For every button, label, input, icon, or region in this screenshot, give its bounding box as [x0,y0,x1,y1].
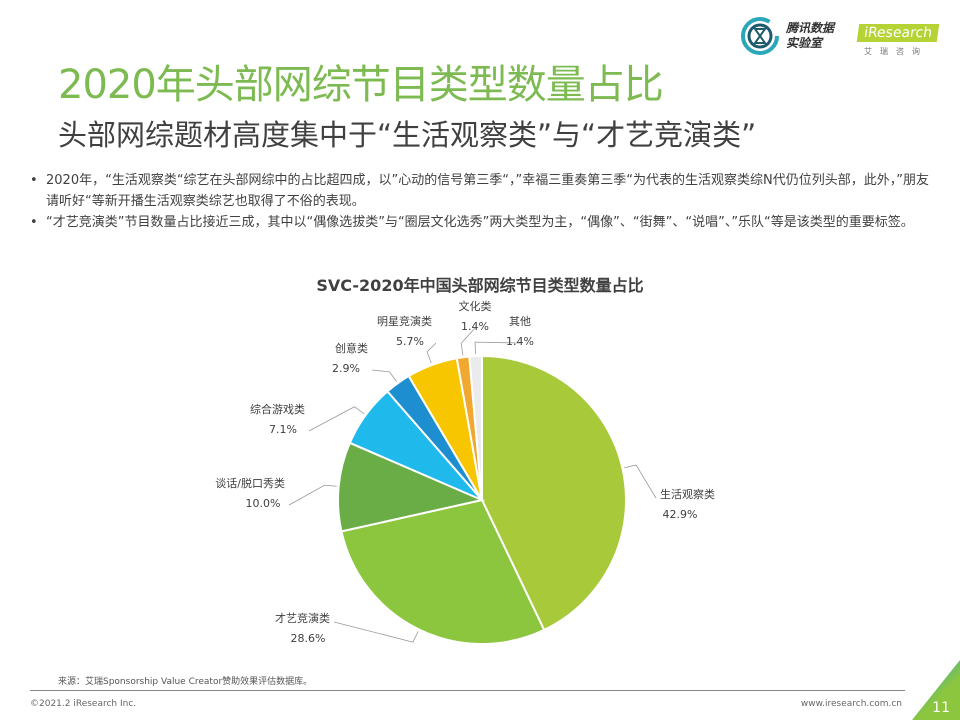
website-url: www.iresearch.com.cn [800,699,902,709]
logo-text-line2: 实验室 [786,36,823,50]
slice-label: 谈话/脱口秀类 [215,476,285,490]
copyright: ©2021.2 iResearch Inc. [30,699,137,709]
slice-label: 明星竞演类 [377,314,432,328]
data-label: 1.4% [461,320,489,333]
leader-line [308,406,365,432]
pie-slice [468,354,483,501]
slice-label: 生活观察类 [660,487,715,501]
bullet-list: 2020年，“生活观察类“综艺在头部网综中的占比超四成，以”心动的信号第三季“，… [30,170,940,233]
tencent-data-lab-logo: 腾讯数据 实验室 [740,16,834,56]
hourglass-logo-icon [741,17,779,55]
page-number: 11 [932,700,950,716]
logo-text-line1: 腾讯数据 [786,21,835,35]
pie-slice [481,354,627,632]
iresearch-cn: 艾瑞咨询 [864,47,928,56]
leader-line [371,369,397,382]
data-label: 28.6% [291,632,326,645]
leader-line [333,621,419,643]
slice-label: 综合游戏类 [250,402,305,416]
iresearch-logo: iResearch 艾瑞咨询 [856,24,940,57]
leader-line [624,464,657,499]
data-label: 10.0% [246,497,281,510]
pie-slice [337,441,486,533]
data-label: 1.4% [506,335,534,348]
page-title: 2020年头部网综节目类型数量占比 [58,62,664,108]
data-label: 7.1% [269,423,297,436]
data-label: 42.9% [663,508,698,521]
data-label: 5.7% [396,335,424,348]
data-label: 2.9% [332,362,360,375]
slice-label: 文化类 [459,299,492,313]
leader-line [426,342,437,364]
bullet-item: “才艺竞演类”节目数量占比接近三成，其中以“偶像选拔类”与“圈层文化选秀”两大类… [30,212,940,233]
leader-line [474,341,521,355]
bullet-item: 2020年，“生活观察类“综艺在头部网综中的占比超四成，以”心动的信号第三季“，… [30,170,940,212]
source-note: 来源：艾瑞Sponsorship Value Creator赞助效果评估数据库。 [58,677,313,687]
leader-line [288,484,337,506]
slice-label: 才艺竞演类 [275,611,330,625]
slice-label: 创意类 [335,341,368,355]
slice-label: 其他 [509,315,531,328]
chart-title: SVC-2020年中国头部网综节目类型数量占比 [316,276,644,295]
leader-line [460,327,476,356]
footer-divider [30,690,905,691]
page-subtitle: 头部网综题材高度集中于“生活观察类”与“才艺竞演类” [58,118,757,152]
pie-slice [340,498,546,645]
